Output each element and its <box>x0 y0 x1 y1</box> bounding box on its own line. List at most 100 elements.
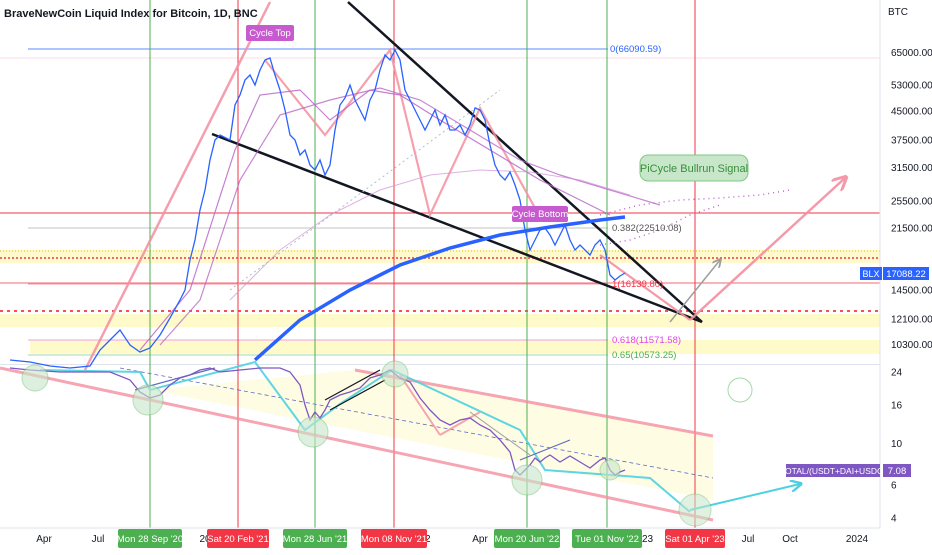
blx-value-label: 17088.22 <box>886 269 926 280</box>
time-tick-jul23: Jul <box>742 534 755 545</box>
ma-200w-blue <box>253 215 626 362</box>
moving-averages <box>139 87 791 362</box>
price-tick-3: 37500.00 <box>891 135 932 146</box>
lower-pane-divider <box>0 364 880 365</box>
indicator-value-label: 7.08 <box>888 466 907 477</box>
date-tag-box-6 <box>665 529 725 548</box>
currency-label: BTC <box>888 7 908 18</box>
price-tick-8: 14500.00 <box>891 286 932 297</box>
date-tag-0: Mon 28 Sep '20 <box>117 534 183 545</box>
circle-nov21 <box>381 360 409 388</box>
projection-up-pink <box>689 178 845 321</box>
circle-sep20 <box>132 384 164 416</box>
circle-2020-price <box>21 364 49 392</box>
price-tick-1: 53000.00 <box>891 81 932 92</box>
date-tag-3: Mon 08 Nov '21 <box>361 534 427 545</box>
date-tag-5: Tue 01 Nov '22 <box>575 534 639 545</box>
price-tick-6: 21500.00 <box>891 223 932 234</box>
log-regression-dotted <box>229 89 501 291</box>
circle-jun22 <box>511 464 543 496</box>
price-tick-10: 10300.00 <box>891 340 932 351</box>
support-zones <box>0 48 880 500</box>
lower-parallel-b <box>329 379 386 411</box>
lower-parallel-a <box>324 369 381 401</box>
blx-tag-label: BLX <box>862 269 879 279</box>
time-tick-5: 2023 <box>631 534 654 545</box>
cycle-top-callout[interactable]: Cycle Top <box>246 25 294 41</box>
blx-tag-box <box>860 267 882 280</box>
date-tag-box-5 <box>572 529 642 548</box>
time-tick-4: Apr <box>472 534 488 545</box>
date-tag-box-2 <box>283 529 347 548</box>
blx-value-box <box>883 267 929 280</box>
price-tick-5: 25500.00 <box>891 196 932 207</box>
date-tag-box-1 <box>207 529 269 548</box>
time-tick-6: Oct <box>782 534 798 545</box>
trend-drawings <box>0 1 845 522</box>
circle-nov22 <box>599 459 621 481</box>
indicator-value-box <box>883 464 911 477</box>
circle-jun21 <box>297 416 329 448</box>
price-tick-0: 65000.00 <box>891 48 932 59</box>
time-tick-0: Apr <box>36 534 52 545</box>
picycle-label: PiCycle Bullrun Signal <box>640 163 748 175</box>
cycle-zigzag-1 <box>264 47 536 219</box>
cycle-top-label: Cycle Top <box>249 28 291 39</box>
date-tag-2: Mon 28 Jun '21 <box>283 534 348 545</box>
fib-0382-label: 0.382(22510.08) <box>612 223 682 234</box>
date-tag-4: Mon 20 Jun '22 <box>495 534 560 545</box>
lower-channel-bottom <box>0 366 714 522</box>
zone-20k <box>0 250 880 263</box>
lower-tick-1: 16 <box>891 401 903 412</box>
ma-purple-2 <box>159 87 661 346</box>
price-tick-4: 31500.00 <box>891 163 932 174</box>
price-line-blx <box>9 48 626 369</box>
projection-dump-pink <box>599 254 691 321</box>
indicator-tag-label: TOTAL/(USDT+DAI+USDC) <box>780 466 886 476</box>
time-tick-2: 20 <box>199 534 211 545</box>
price-tick-9: 12100.00 <box>891 314 932 325</box>
lower-tick-3: 6 <box>891 481 897 492</box>
fib-0-label: 0(66090.59) <box>610 44 661 55</box>
indicator-tag-box <box>786 464 880 477</box>
lower-tick-2: 10 <box>891 439 903 450</box>
bottom-circles <box>21 360 753 527</box>
circle-apr23 <box>678 493 712 527</box>
lower-mid-dashed <box>119 367 714 479</box>
cycle-bottom-callout[interactable]: Cycle Bottom <box>512 206 569 222</box>
date-tag-box-0 <box>118 529 182 548</box>
chart-title: BraveNewCoin Liquid Index for Bitcoin, 1… <box>4 8 258 20</box>
picycle-box <box>639 154 749 182</box>
zone-12k <box>0 314 880 327</box>
cycle-bottom-label: Cycle Bottom <box>512 209 569 220</box>
date-tag-box-3 <box>361 529 427 548</box>
lower-wedge-line <box>211 132 703 324</box>
lower-bottom-trend <box>519 439 571 461</box>
current-price-tag[interactable]: BLX 17088.22 <box>860 267 929 280</box>
fib-065-label: 0.65(10573.25) <box>612 350 676 361</box>
picycle-dotted-2 <box>599 204 721 246</box>
rising-pink-line-1 <box>83 1 272 371</box>
lower-tick-4: 4 <box>891 514 897 525</box>
time-axis[interactable]: AprJul2022Apr2023Oct2024JulMon 28 Sep '2… <box>0 527 932 550</box>
fib-0618-label: 0.618(11571.58) <box>612 335 681 346</box>
lower-pink-zigzag-2 <box>439 411 481 436</box>
picycle-callout[interactable]: PiCycle Bullrun Signal <box>639 154 749 182</box>
vertical-markers <box>149 0 696 528</box>
annotations: Cycle Top Cycle Bottom PiCycle Bullrun S… <box>246 25 749 361</box>
date-tag-1: Sat 20 Feb '21 <box>207 534 269 545</box>
zone-10k <box>30 340 880 354</box>
price-tick-2: 45000.00 <box>891 106 932 117</box>
lower-gray-fall <box>469 411 531 456</box>
ma-purple-3 <box>229 169 631 301</box>
date-tag-6: Sat 01 Apr '23 <box>665 534 724 545</box>
cycle-bottom-box <box>512 206 568 222</box>
fib-1-label: 1(16139.80) <box>612 279 663 290</box>
lower-channel-fill <box>150 370 713 500</box>
indicator-tag[interactable]: TOTAL/(USDT+DAI+USDC) 7.08 <box>780 464 911 477</box>
date-tag-box-4 <box>494 529 560 548</box>
cycle-top-box <box>246 25 294 41</box>
projection-gray-arrow <box>669 260 720 323</box>
